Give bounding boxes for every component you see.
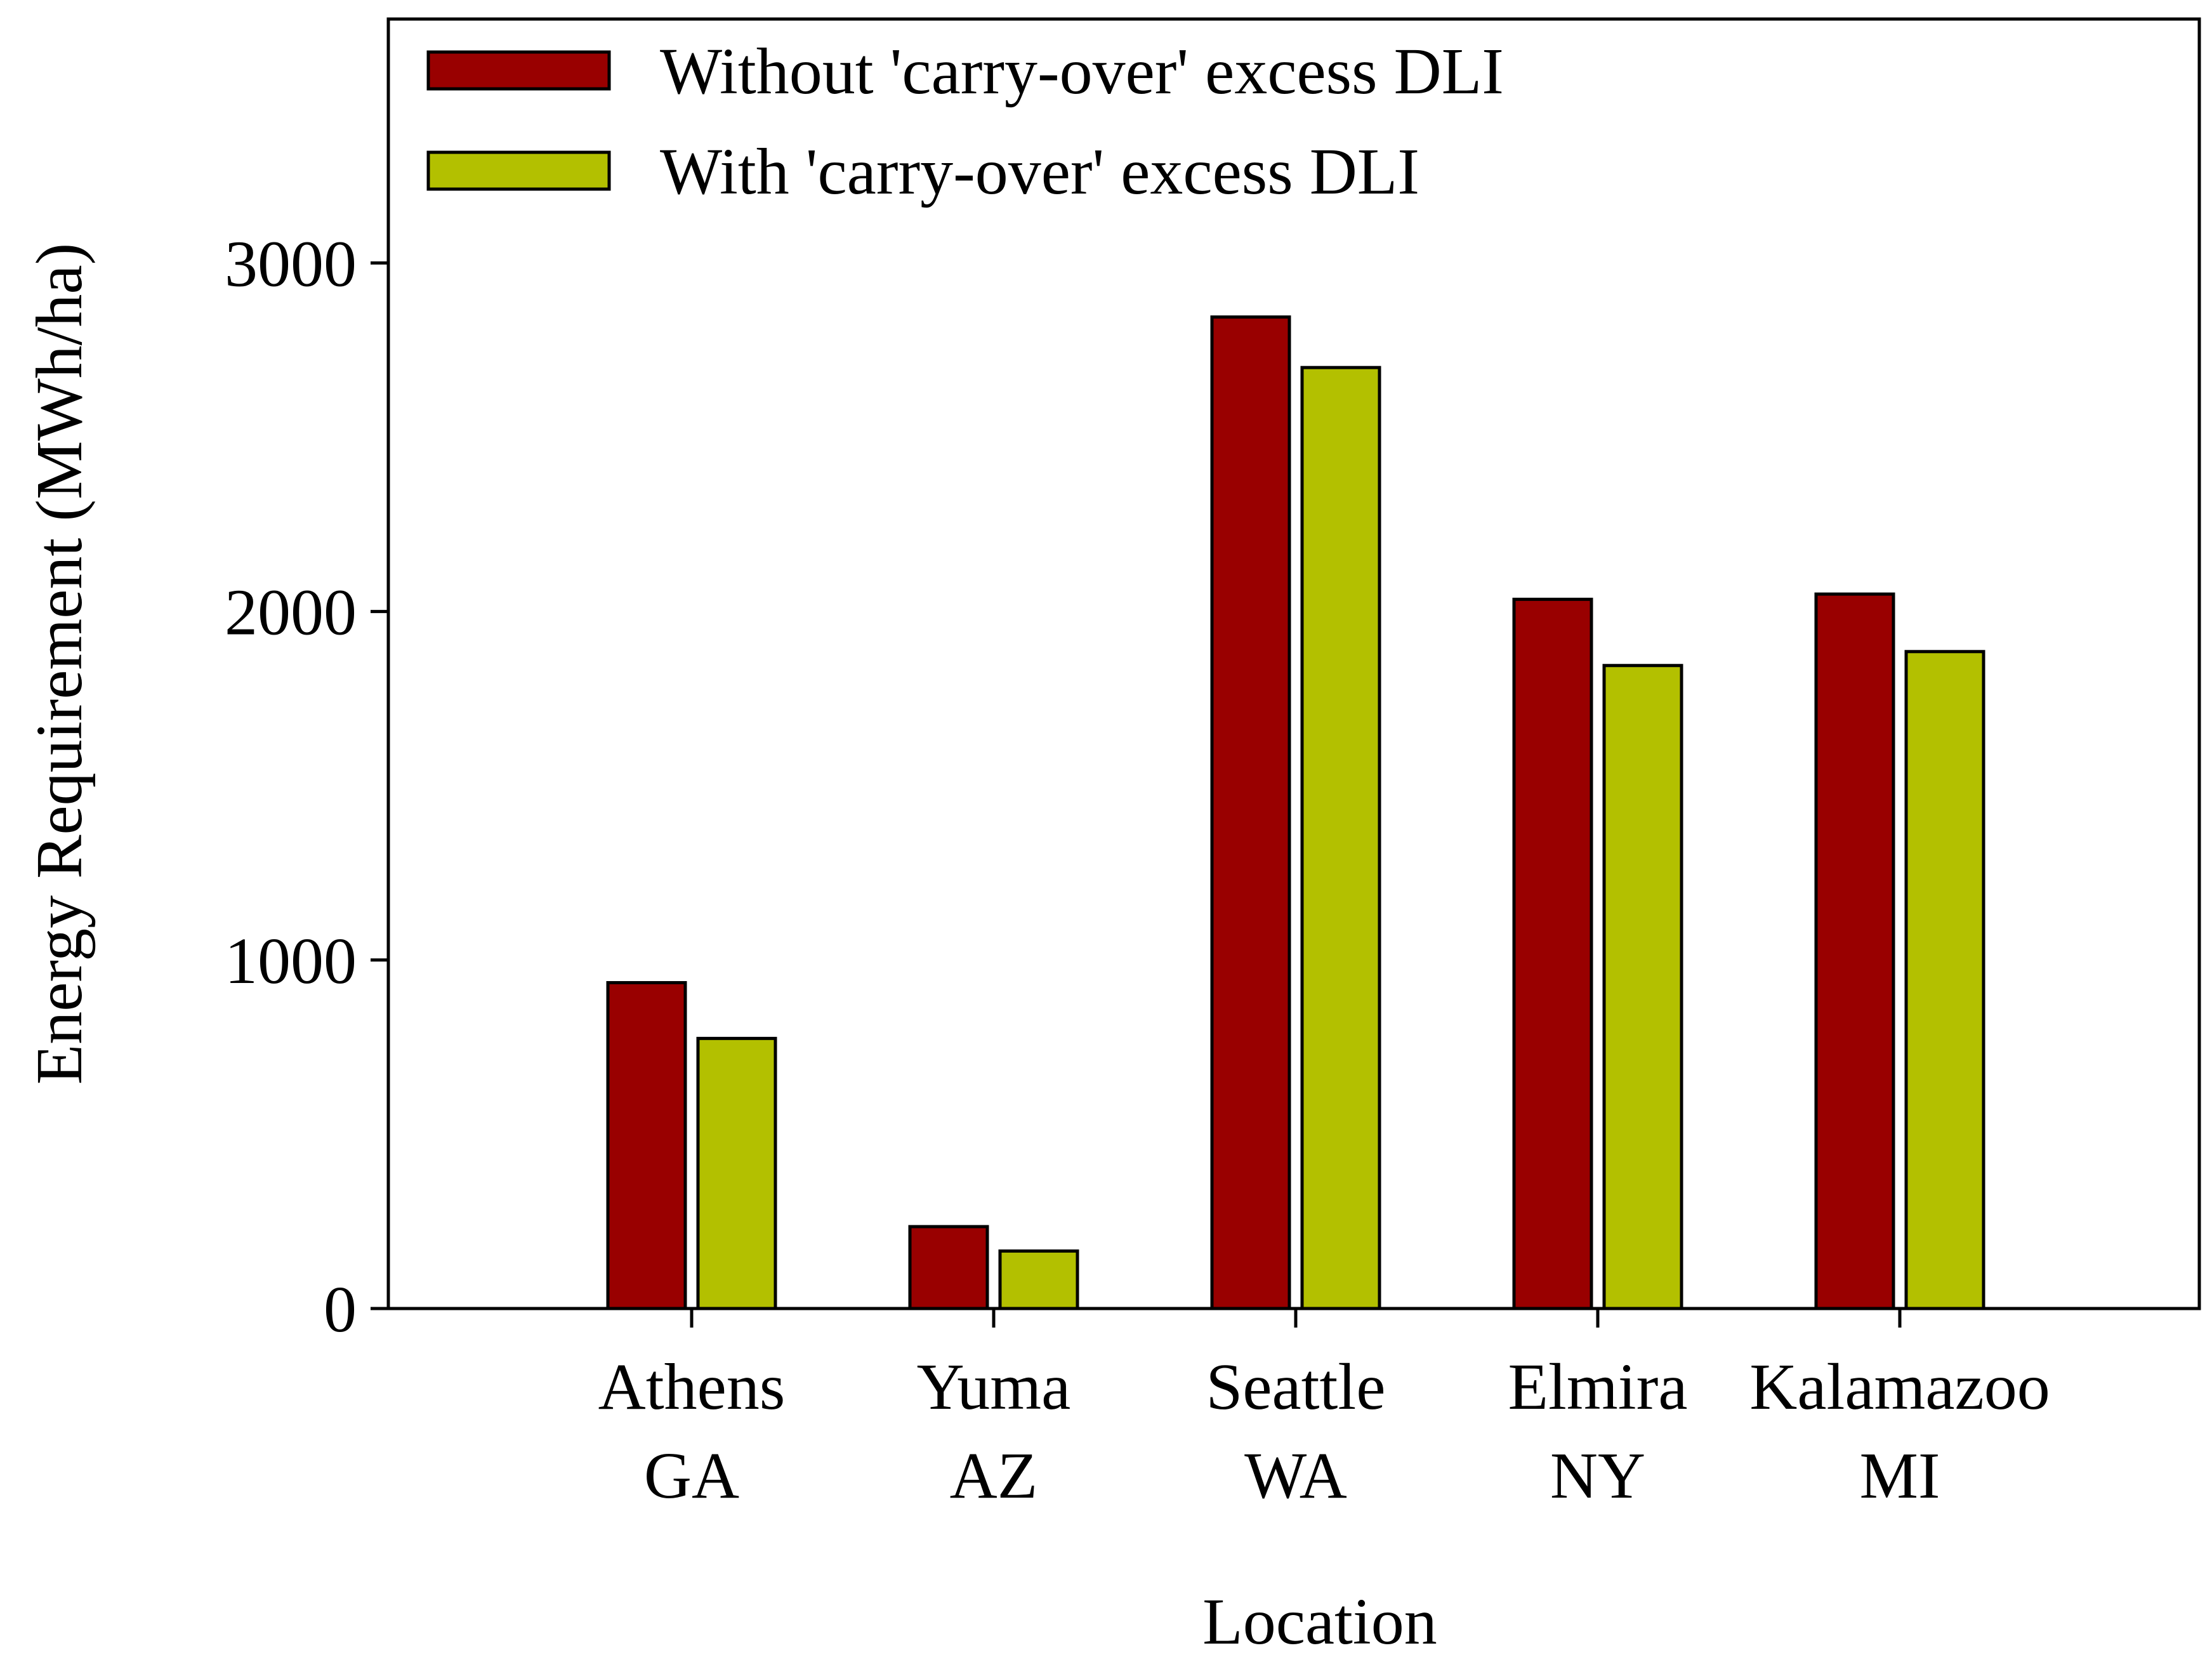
x-tick-label-kalamazoo-state: MI: [1859, 1439, 1940, 1512]
x-tick-label-seattle-state: WA: [1244, 1439, 1347, 1512]
x-tick-label-elmira-state: NY: [1550, 1439, 1645, 1512]
bar-elmira-without-carry-over: [1512, 597, 1593, 1310]
legend-swatch-with-carry-over: [426, 150, 611, 191]
bar-kalamazoo-without-carry-over: [1814, 592, 1895, 1310]
bar-yuma-with-carry-over: [998, 1249, 1079, 1310]
x-tick-label-athens-state: GA: [644, 1439, 739, 1512]
y-tick-label-3000: 3000: [225, 227, 357, 300]
legend-label-with-carry-over: With 'carry-over' excess DLI: [660, 135, 1419, 208]
x-tick-label-elmira-city: Elmira: [1508, 1350, 1687, 1423]
x-tick-label-seattle-city: Seattle: [1206, 1350, 1385, 1423]
bar-seattle-without-carry-over: [1210, 315, 1291, 1310]
x-tick-label-yuma-city: Yuma: [917, 1350, 1071, 1423]
y-axis-title: Energy Requirement (MWh/ha): [23, 243, 96, 1085]
bar-seattle-with-carry-over: [1300, 366, 1381, 1310]
bars-group: [606, 315, 1985, 1310]
bar-elmira-with-carry-over: [1602, 664, 1683, 1310]
x-tick-label-athens-city: Athens: [598, 1350, 786, 1423]
y-axis: 0 1000 2000 3000: [225, 227, 388, 1346]
x-axis: Athens GA Yuma AZ Seattle WA Elmira NY Kalamazoo…: [598, 1309, 2050, 1512]
x-tick-label-kalamazoo-city: Kalamazoo: [1749, 1350, 2050, 1423]
bar-kalamazoo-with-carry-over: [1904, 650, 1985, 1310]
x-tick-label-yuma-state: AZ: [950, 1439, 1038, 1512]
plot-area-frame: [386, 17, 2201, 1310]
y-tick-label-0: 0: [324, 1273, 357, 1346]
bar-athens-without-carry-over: [606, 981, 687, 1310]
y-tick-label-2000: 2000: [225, 576, 357, 649]
legend-label-without-carry-over: Without 'carry-over' excess DLI: [660, 35, 1504, 108]
bar-athens-with-carry-over: [696, 1036, 777, 1310]
legend-swatch-without-carry-over: [426, 50, 611, 91]
bar-yuma-without-carry-over: [908, 1225, 989, 1310]
x-axis-title: Location: [1202, 1585, 1437, 1658]
legend: Without 'carry-over' excess DLI With 'ca…: [426, 35, 1504, 208]
y-tick-label-1000: 1000: [225, 925, 357, 998]
